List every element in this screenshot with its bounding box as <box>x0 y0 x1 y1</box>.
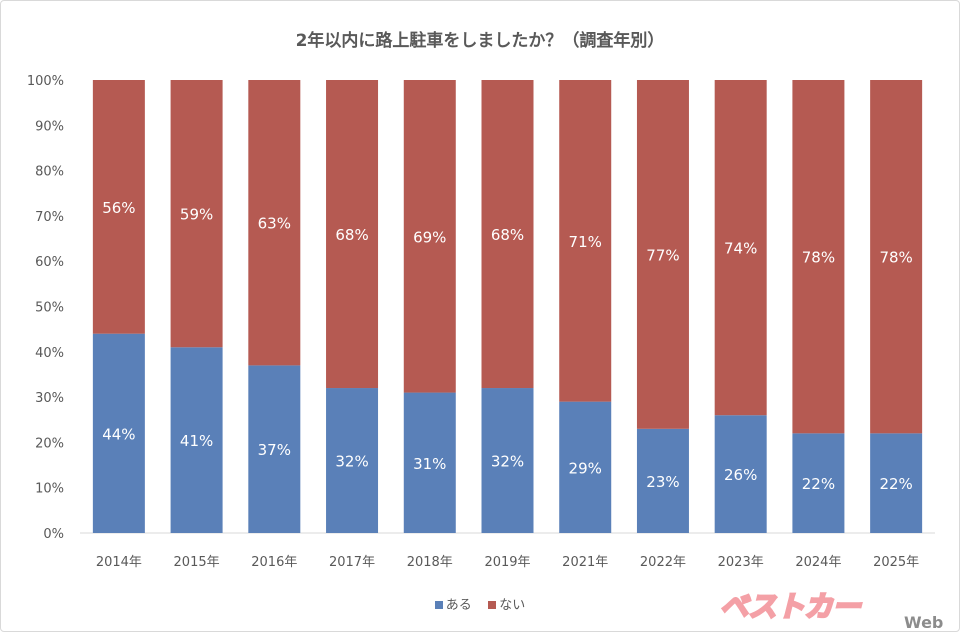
y-tick-label: 10% <box>35 482 64 497</box>
data-label: 32% <box>491 453 524 471</box>
legend-label: ある <box>445 598 472 613</box>
data-label: 22% <box>879 475 912 493</box>
data-label: 41% <box>180 432 213 450</box>
y-tick-label: 100% <box>27 74 64 89</box>
bar-aru <box>714 415 767 533</box>
x-tick-label: 2022年 <box>640 555 686 570</box>
y-tick-label: 0% <box>43 527 64 542</box>
bar-nai <box>326 80 379 389</box>
logo-sub: Web <box>904 613 943 632</box>
bar-aru <box>326 388 379 533</box>
bar-nai <box>636 80 689 429</box>
bar-aru <box>403 392 456 533</box>
bar-nai <box>792 80 845 434</box>
bar-nai <box>403 80 456 393</box>
bar-nai <box>92 80 145 334</box>
data-label: 59% <box>180 206 213 224</box>
x-tick-label: 2016年 <box>251 555 297 570</box>
x-tick-label: 2014年 <box>96 555 142 570</box>
legend-swatch <box>434 601 443 609</box>
data-label: 68% <box>335 226 368 244</box>
legend-swatch <box>488 601 497 609</box>
data-label: 74% <box>724 240 757 258</box>
x-tick-label: 2023年 <box>718 555 764 570</box>
bar-aru <box>559 401 612 533</box>
bar-nai <box>170 80 223 348</box>
data-label: 31% <box>413 455 446 473</box>
data-label: 77% <box>646 246 679 264</box>
data-label: 32% <box>335 453 368 471</box>
legend-item-aru: ある <box>434 598 472 613</box>
data-label: 71% <box>569 233 602 251</box>
x-tick-label: 2018年 <box>407 555 453 570</box>
bar-aru <box>170 347 223 533</box>
data-label: 26% <box>724 466 757 484</box>
bar-aru <box>792 433 845 533</box>
bar-aru <box>92 333 145 533</box>
data-label: 63% <box>258 215 291 233</box>
x-tick-label: 2017年 <box>329 555 375 570</box>
y-tick-label: 40% <box>35 346 64 361</box>
data-label: 44% <box>102 425 135 443</box>
legend-label: ない <box>499 598 526 613</box>
bar-aru <box>481 388 534 533</box>
data-label: 29% <box>569 459 602 477</box>
data-label: 37% <box>258 441 291 459</box>
bar-nai <box>248 80 301 366</box>
bestcar-web-logo: ベストカー Web <box>719 589 944 632</box>
legend: ある ない <box>0 594 960 613</box>
bar-nai <box>870 80 923 434</box>
data-label: 68% <box>491 226 524 244</box>
data-label: 23% <box>646 473 679 491</box>
logo-text: ベストカー <box>720 590 862 623</box>
chart-title: 2年以内に路上駐車をしましたか？（調査年別） <box>295 31 665 51</box>
y-tick-label: 80% <box>35 165 64 180</box>
x-tick-label: 2025年 <box>873 555 919 570</box>
y-tick-label: 90% <box>35 119 64 134</box>
data-label: 69% <box>413 228 446 246</box>
bar-nai <box>481 80 534 389</box>
bar-nai <box>559 80 612 402</box>
bar-aru <box>636 428 689 533</box>
data-label: 56% <box>102 199 135 217</box>
x-tick-label: 2024年 <box>795 555 841 570</box>
y-tick-label: 20% <box>35 436 64 451</box>
y-tick-label: 50% <box>35 301 64 316</box>
data-label: 78% <box>879 249 912 267</box>
x-tick-label: 2015年 <box>174 555 220 570</box>
x-tick-label: 2021年 <box>562 555 608 570</box>
legend-item-nai: ない <box>488 598 525 613</box>
x-tick-label: 2019年 <box>484 555 530 570</box>
y-tick-label: 70% <box>35 210 64 225</box>
bar-aru <box>248 365 301 533</box>
y-tick-label: 60% <box>35 255 64 270</box>
data-label: 78% <box>802 249 835 267</box>
bar-aru <box>870 433 923 533</box>
y-tick-label: 30% <box>35 391 64 406</box>
bar-nai <box>714 80 767 416</box>
data-label: 22% <box>802 475 835 493</box>
